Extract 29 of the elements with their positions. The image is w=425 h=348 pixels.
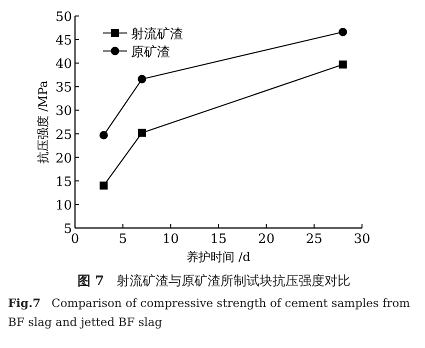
y-tick-label: 35 bbox=[55, 80, 72, 96]
y-tick-label: 25 bbox=[55, 128, 72, 143]
x-tick-label: 30 bbox=[354, 232, 370, 247]
y-tick-label: 50 bbox=[55, 10, 72, 25]
annotation: 图 7 射流矿渣与原矿渣所制试块抗压强度对比 bbox=[76, 273, 352, 291]
point bbox=[138, 74, 146, 84]
annotation: Fig.7 Comparison of compressive strength of cement samples from BF slag and jetted BF slag bbox=[8, 295, 412, 331]
y-tick-label: 20 bbox=[55, 151, 72, 166]
y-tick-label: 15 bbox=[55, 174, 72, 190]
point bbox=[338, 28, 348, 36]
y-tick-label: 5 bbox=[64, 222, 72, 237]
y-tick-label: 40 bbox=[55, 57, 72, 72]
point bbox=[100, 130, 108, 140]
x-tick-label: 25 bbox=[306, 232, 322, 247]
x-tick-label: 20 bbox=[258, 232, 275, 247]
x-axis-title: 养护时间 /d bbox=[186, 250, 251, 264]
legend-label: 射流矿渣 bbox=[131, 26, 183, 42]
y-tick-label: 30 bbox=[55, 104, 72, 120]
y-tick-label: 10 bbox=[55, 198, 72, 214]
point bbox=[338, 60, 347, 69]
y-axis-title: 抗压强度 /MPa bbox=[36, 80, 50, 164]
x-tick-label: 15 bbox=[210, 232, 227, 247]
legend-label: 原矿渣 bbox=[131, 45, 170, 60]
point bbox=[138, 128, 146, 137]
point bbox=[100, 182, 108, 190]
x-tick-label: 10 bbox=[162, 232, 179, 247]
x-tick-label: 5 bbox=[118, 232, 127, 247]
y-tick-label: 45 bbox=[55, 34, 72, 49]
x-tick-label: 0 bbox=[70, 232, 80, 247]
